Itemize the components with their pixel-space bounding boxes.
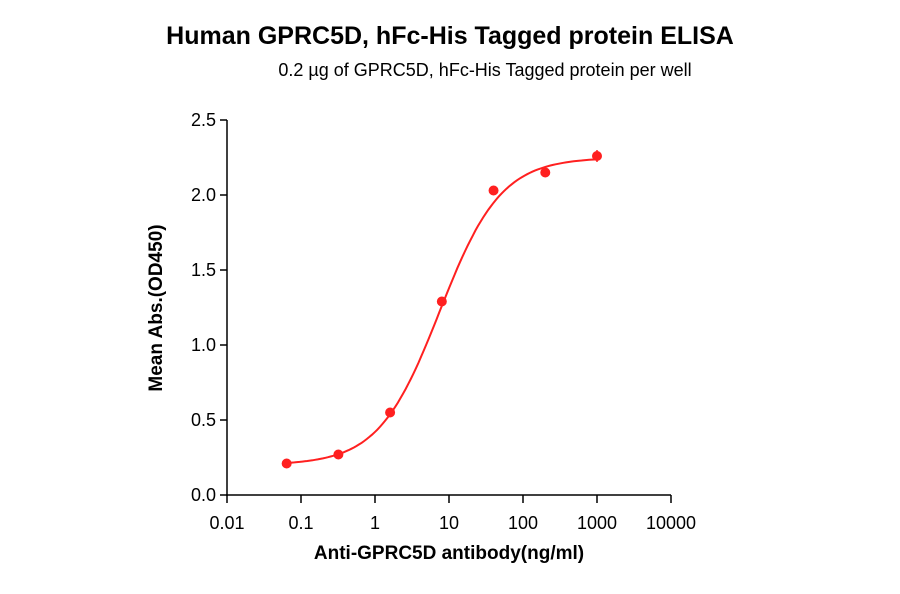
x-tick-label: 10000 [646, 513, 696, 533]
data-point [436, 296, 447, 307]
data-point [540, 167, 551, 178]
axes: 0.0 0.5 1.0 1.5 2.0 2.5 0.01 0.1 1 10 100 1000 10000 [191, 110, 696, 533]
x-tick-label: 1000 [577, 513, 617, 533]
y-tick-label: 0.0 [191, 485, 216, 505]
y-tick-label: 1.0 [191, 335, 216, 355]
data-points [281, 150, 602, 469]
y-tick-label: 2.5 [191, 110, 216, 130]
data-point [333, 449, 344, 460]
x-tick-label: 10 [439, 513, 459, 533]
chart-title: Human GPRC5D, hFc-His Tagged protein ELI… [166, 22, 734, 50]
y-tick-label: 0.5 [191, 410, 216, 430]
x-axis-label: Anti-GPRC5D antibody(ng/ml) [313, 543, 585, 564]
data-point [385, 407, 396, 418]
x-tick-label: 100 [508, 513, 538, 533]
x-tick-label: 0.01 [209, 513, 244, 533]
x-tick-label: 0.1 [288, 513, 313, 533]
y-tick-label: 1.5 [191, 260, 216, 280]
data-point [488, 185, 499, 196]
x-tick-label: 1 [370, 513, 380, 533]
sigmoid-fit-line [286, 158, 598, 464]
data-point [592, 151, 602, 161]
fit-curve [286, 158, 598, 464]
data-point [281, 458, 292, 469]
y-tick-label: 2.0 [191, 185, 216, 205]
chart-subtitle: 0.2 µg of GPRC5D, hFc-His Tagged protein… [278, 60, 692, 80]
